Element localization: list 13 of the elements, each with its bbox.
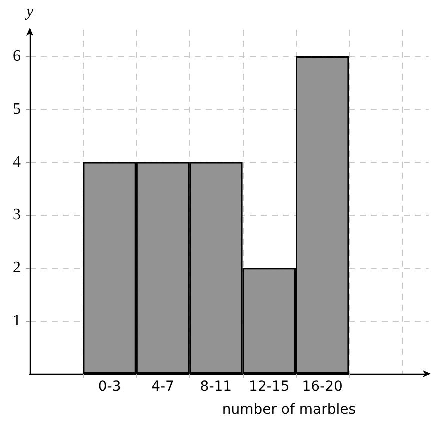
y-tick-label: 2 bbox=[13, 260, 21, 277]
x-tick-label: 8-11 bbox=[200, 379, 232, 395]
x-tick-label: 0-3 bbox=[98, 379, 122, 395]
y-tick-label: 4 bbox=[13, 154, 21, 171]
x-axis-title: number of marbles bbox=[222, 402, 356, 418]
x-tick-label: 16-20 bbox=[302, 379, 343, 395]
y-tick-label: 3 bbox=[13, 206, 21, 224]
y-tick-label: 6 bbox=[13, 48, 21, 65]
x-tick-label: 4-7 bbox=[152, 379, 174, 395]
x-tick-label: 12-15 bbox=[249, 379, 290, 395]
y-tick-label: 1 bbox=[13, 312, 21, 330]
y-tick-label: 5 bbox=[13, 100, 21, 118]
y-axis-title: y bbox=[24, 4, 34, 20]
